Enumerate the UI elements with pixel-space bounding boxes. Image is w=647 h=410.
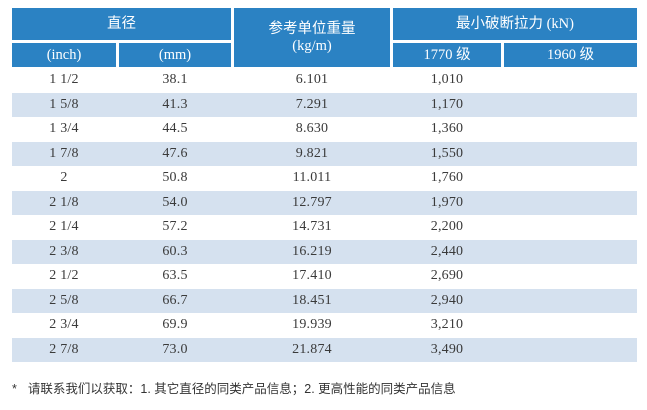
table-row: 2 7/8 73.0 21.874 3,490 [12, 337, 637, 363]
cell-kn-1960 [504, 191, 637, 216]
cell-kn-1770: 1,550 [430, 145, 464, 161]
table-row: 2 1/2 63.5 17.410 2,690 [12, 264, 637, 289]
table-row: 2 3/4 69.9 19.939 3,210 [12, 313, 637, 338]
table-row: 2 1/8 54.0 12.797 1,970 [12, 190, 637, 216]
header-diameter: 直径 [12, 8, 231, 40]
cell-kn-1770: 2,200 [430, 219, 464, 235]
header-unit-weight-label: 参考单位重量 [268, 20, 356, 37]
footnote-marker: * [12, 382, 17, 396]
cell-inch: 2 1/8 [49, 194, 79, 210]
cell-mm: 38.1 [162, 72, 188, 88]
cell-kn-1960 [504, 93, 637, 118]
cell-kn-1960 [504, 215, 637, 240]
header-unit-weight: 参考单位重量 (kg/m) [234, 8, 390, 67]
cell-mm: 60.3 [162, 243, 188, 259]
table-row: 1 1/2 38.1 6.101 1,010 [12, 68, 637, 93]
cell-inch: 2 7/8 [49, 341, 79, 357]
header-unit-weight-unit: (kg/m) [292, 37, 332, 54]
cell-inch: 1 7/8 [49, 145, 79, 161]
cell-weight: 7.291 [295, 96, 329, 112]
cell-mm: 63.5 [162, 268, 188, 284]
cell-kn-1770: 1,360 [430, 121, 464, 137]
cell-kn-1960 [504, 264, 637, 289]
cell-kn-1960 [504, 240, 637, 265]
cell-mm: 44.5 [162, 121, 188, 137]
footnote: * 请联系我们以获取：1. 其它直径的同类产品信息；2. 更高性能的同类产品信息 [12, 378, 637, 397]
cell-weight: 8.630 [295, 121, 329, 137]
cell-mm: 66.7 [162, 292, 188, 308]
cell-kn-1960 [504, 142, 637, 167]
cell-inch: 2 3/4 [49, 317, 79, 333]
cell-inch: 1 3/4 [49, 121, 79, 137]
cell-weight: 11.011 [292, 170, 332, 186]
table-row: 2 3/8 60.3 16.219 2,440 [12, 239, 637, 265]
cell-inch: 1 1/2 [49, 72, 79, 88]
cell-kn-1770: 2,440 [430, 243, 464, 259]
table-row: 1 7/8 47.6 9.821 1,550 [12, 141, 637, 167]
cell-weight: 12.797 [292, 194, 332, 210]
cell-weight: 6.101 [295, 72, 329, 88]
cell-kn-1960 [504, 289, 637, 314]
table-row: 2 50.8 11.011 1,760 [12, 166, 637, 191]
table-header: 直径 参考单位重量 (kg/m) 最小破断拉力 (kN) (inch) (mm)… [12, 8, 637, 67]
cell-weight: 17.410 [292, 268, 332, 284]
cell-weight: 19.939 [292, 317, 332, 333]
cell-kn-1770: 3,490 [430, 341, 464, 357]
cell-weight: 16.219 [292, 243, 332, 259]
footnote-text: 请联系我们以获取：1. 其它直径的同类产品信息；2. 更高性能的同类产品信息 [27, 382, 456, 396]
cell-kn-1960 [504, 68, 637, 93]
cell-inch: 1 5/8 [49, 96, 79, 112]
cell-kn-1960 [504, 117, 637, 142]
cell-kn-1960 [504, 166, 637, 191]
table-row: 1 5/8 41.3 7.291 1,170 [12, 92, 637, 118]
cell-weight: 9.821 [295, 145, 329, 161]
cell-mm: 69.9 [162, 317, 188, 333]
cell-kn-1960 [504, 338, 637, 363]
header-grade-1960: 1960 级 [504, 43, 637, 67]
cell-mm: 73.0 [162, 341, 188, 357]
cell-mm: 50.8 [162, 170, 188, 186]
table-row: 2 1/4 57.2 14.731 2,200 [12, 215, 637, 240]
cell-kn-1770: 2,940 [430, 292, 464, 308]
header-breaking-force: 最小破断拉力 (kN) [393, 8, 637, 40]
cell-kn-1770: 1,170 [430, 96, 464, 112]
cell-kn-1770: 2,690 [430, 268, 464, 284]
cell-mm: 54.0 [162, 194, 188, 210]
cell-kn-1770: 1,970 [430, 194, 464, 210]
cell-mm: 57.2 [162, 219, 188, 235]
cell-weight: 14.731 [292, 219, 332, 235]
header-grade-1770: 1770 级 [393, 43, 501, 67]
cell-weight: 18.451 [292, 292, 332, 308]
table-row: 1 3/4 44.5 8.630 1,360 [12, 117, 637, 142]
cell-kn-1770: 1,010 [430, 72, 464, 88]
cell-mm: 41.3 [162, 96, 188, 112]
header-inch: (inch) [12, 43, 116, 67]
wire-rope-spec-table: 直径 参考单位重量 (kg/m) 最小破断拉力 (kN) (inch) (mm)… [12, 8, 637, 362]
cell-inch: 2 [60, 170, 68, 186]
table-row: 2 5/8 66.7 18.451 2,940 [12, 288, 637, 314]
cell-inch: 2 3/8 [49, 243, 79, 259]
cell-inch: 2 1/4 [49, 219, 79, 235]
cell-kn-1770: 3,210 [430, 317, 464, 333]
cell-kn-1960 [504, 313, 637, 338]
cell-weight: 21.874 [292, 341, 332, 357]
header-mm: (mm) [119, 43, 231, 67]
cell-mm: 47.6 [162, 145, 188, 161]
cell-kn-1770: 1,760 [430, 170, 464, 186]
cell-inch: 2 1/2 [49, 268, 79, 284]
cell-inch: 2 5/8 [49, 292, 79, 308]
table-body: 1 1/2 38.1 6.101 1,010 1 5/8 41.3 7.291 … [12, 68, 637, 362]
